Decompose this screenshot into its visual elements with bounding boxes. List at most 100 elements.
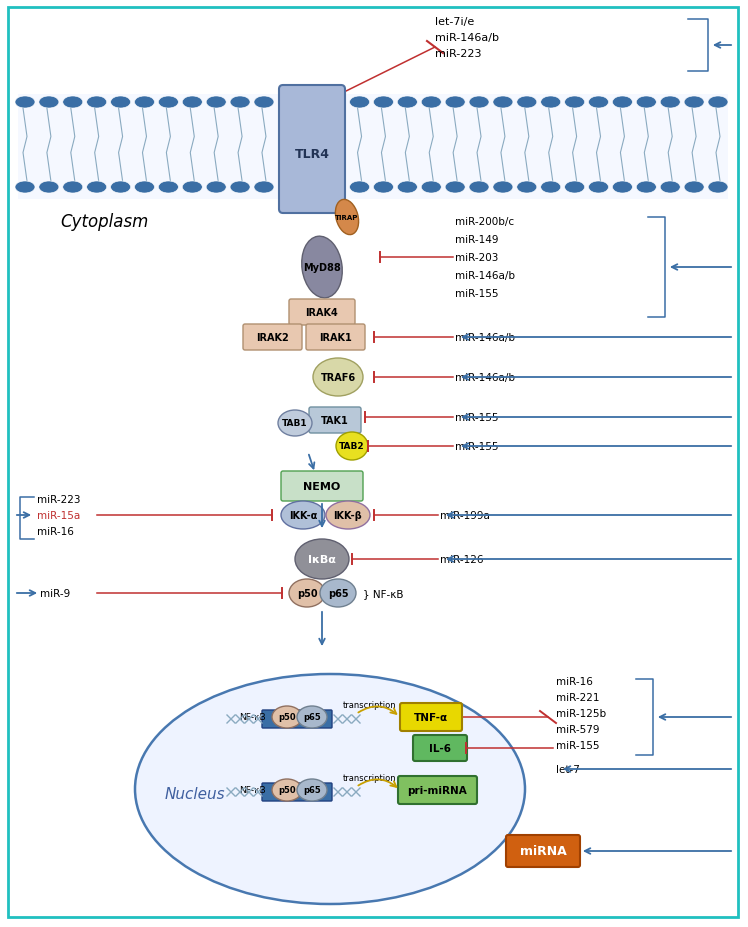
Text: IRAK4: IRAK4 [306,308,338,318]
Ellipse shape [272,780,302,801]
Text: NEMO: NEMO [304,481,340,491]
FancyBboxPatch shape [243,324,302,350]
Ellipse shape [335,200,358,235]
FancyBboxPatch shape [306,324,365,350]
Ellipse shape [297,780,327,801]
Ellipse shape [565,97,585,108]
Ellipse shape [708,97,728,108]
Ellipse shape [289,579,325,607]
Text: } NF-κB: } NF-κB [363,589,403,598]
Ellipse shape [493,182,513,194]
Ellipse shape [63,182,83,194]
Ellipse shape [320,579,356,607]
Ellipse shape [281,502,325,529]
Ellipse shape [39,97,59,108]
Text: TAK1: TAK1 [321,415,349,425]
FancyBboxPatch shape [400,704,462,731]
Ellipse shape [421,182,441,194]
Ellipse shape [183,97,202,108]
Ellipse shape [637,182,656,194]
Ellipse shape [589,97,609,108]
Text: pri-miRNA: pri-miRNA [407,785,467,795]
Ellipse shape [272,706,302,729]
Text: p65: p65 [303,713,321,722]
Ellipse shape [660,97,680,108]
Text: miR-199a: miR-199a [440,511,490,520]
Ellipse shape [295,540,349,579]
Ellipse shape [135,182,155,194]
Text: TRAF6: TRAF6 [320,373,355,383]
Ellipse shape [469,97,489,108]
FancyBboxPatch shape [398,776,477,804]
Ellipse shape [469,182,489,194]
Text: IRAK2: IRAK2 [256,333,289,343]
Ellipse shape [206,182,226,194]
Ellipse shape [517,182,537,194]
FancyBboxPatch shape [281,472,363,502]
Ellipse shape [517,97,537,108]
Ellipse shape [326,502,370,529]
Text: miR-126: miR-126 [440,554,483,565]
Ellipse shape [660,182,680,194]
Ellipse shape [278,411,312,437]
Text: miR-125b: miR-125b [556,708,606,718]
Ellipse shape [87,97,107,108]
Text: miR-155: miR-155 [455,441,498,451]
Text: TIRAP: TIRAP [335,215,359,221]
Ellipse shape [111,182,131,194]
Ellipse shape [589,182,609,194]
Text: miR-146a/b: miR-146a/b [455,271,515,281]
Ellipse shape [349,97,370,108]
Text: miR-146a/b: miR-146a/b [435,33,499,43]
Ellipse shape [541,182,561,194]
Ellipse shape [254,97,274,108]
Ellipse shape [541,97,561,108]
Text: miR-223: miR-223 [37,494,81,504]
Ellipse shape [708,182,728,194]
Text: TAB1: TAB1 [282,419,308,428]
Text: miR-155: miR-155 [455,288,498,298]
Text: miR-223: miR-223 [435,49,482,59]
Text: NF-κB: NF-κB [239,713,266,722]
Text: miR-16: miR-16 [37,527,74,537]
Ellipse shape [301,237,343,298]
Ellipse shape [15,182,35,194]
Ellipse shape [135,674,525,904]
Text: let-7: let-7 [556,764,580,774]
Ellipse shape [87,182,107,194]
Text: miR-146a/b: miR-146a/b [455,373,515,383]
Ellipse shape [15,97,35,108]
Ellipse shape [613,182,632,194]
Text: Cytoplasm: Cytoplasm [60,213,148,231]
Text: miR-16: miR-16 [556,677,593,686]
Ellipse shape [111,97,131,108]
Ellipse shape [349,182,370,194]
Text: IKK-β: IKK-β [334,511,362,520]
Text: NF-κB: NF-κB [239,786,266,794]
Ellipse shape [159,182,178,194]
Text: IκBα: IκBα [308,554,336,565]
Text: miR-200b/c: miR-200b/c [455,217,514,227]
Ellipse shape [206,97,226,108]
Ellipse shape [63,97,83,108]
Text: p65: p65 [303,786,321,794]
Text: p50: p50 [278,786,295,794]
Text: p50: p50 [297,589,317,598]
Ellipse shape [336,433,368,461]
Ellipse shape [613,97,632,108]
Ellipse shape [445,97,465,108]
Text: miR-579: miR-579 [556,724,599,734]
Text: let-7i/e: let-7i/e [435,17,474,27]
Ellipse shape [493,97,513,108]
Text: p65: p65 [328,589,349,598]
Text: transcription: transcription [343,774,396,782]
Ellipse shape [445,182,465,194]
Ellipse shape [159,97,178,108]
Text: IL-6: IL-6 [429,743,451,753]
FancyBboxPatch shape [262,710,332,729]
Text: miR-15a: miR-15a [37,511,80,520]
Text: miR-9: miR-9 [40,589,70,598]
FancyBboxPatch shape [289,299,355,325]
Ellipse shape [135,97,155,108]
Ellipse shape [637,97,656,108]
